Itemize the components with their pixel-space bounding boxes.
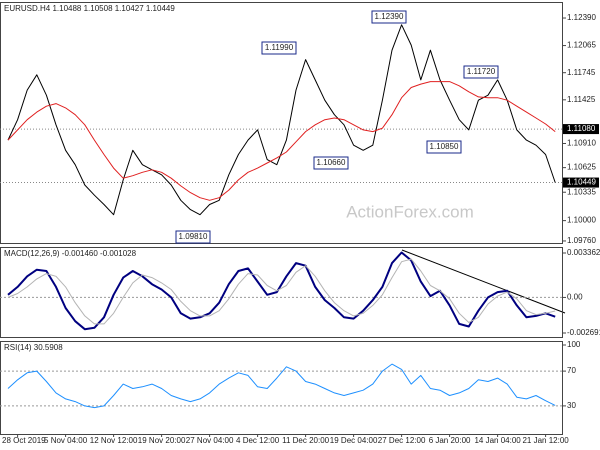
x-tick-label: 6 Jan 20:00 <box>429 436 471 445</box>
y-tick-label: 1.10910 <box>567 139 596 148</box>
price-box <box>563 177 599 188</box>
panel-title: MACD(12,26,9) -0.001460 -0.001028 <box>4 249 137 258</box>
y-tick-label: 1.11080 <box>567 124 596 133</box>
annotation: 1.11720 <box>467 67 496 76</box>
x-tick-label: 4 Dec 12:00 <box>236 436 280 445</box>
series-line <box>7 24 556 216</box>
y-tick-label: 1.10000 <box>567 216 596 225</box>
panel <box>0 247 563 338</box>
y-tick-label: 1.10625 <box>567 163 596 172</box>
panel-title: EURUSD.H4 1.10488 1.10508 1.10427 1.1044… <box>4 4 175 13</box>
annotation-box <box>313 156 349 170</box>
y-tick-label: -0.002691 <box>567 328 600 337</box>
series-line <box>7 81 556 201</box>
annotation: 1.10660 <box>317 158 346 167</box>
panel <box>0 341 563 435</box>
annotation-box <box>261 41 297 55</box>
x-tick-label: 5 Nov 04:00 <box>44 436 88 445</box>
y-tick-label: 70 <box>567 366 576 375</box>
annotation-box <box>371 10 407 24</box>
annotation-box <box>463 65 499 79</box>
annotation: 1.11990 <box>265 43 294 52</box>
trend-line <box>401 249 566 314</box>
annotation-box <box>426 140 462 154</box>
y-tick-label: 0.003362 <box>567 248 600 257</box>
annotation: 1.10850 <box>430 142 459 151</box>
x-tick-label: 14 Jan 04:00 <box>474 436 521 445</box>
y-tick-label: 1.10335 <box>567 187 596 196</box>
price-box <box>563 124 599 135</box>
y-tick-label: 1.09760 <box>567 236 596 245</box>
y-tick-label: 1.12065 <box>567 41 596 50</box>
series-line <box>7 258 556 325</box>
watermark: ActionForex.com <box>346 202 474 221</box>
x-tick-label: 27 Nov 04:00 <box>186 436 234 445</box>
annotation-box <box>175 230 211 244</box>
annotation: 1.12390 <box>375 12 404 21</box>
x-tick-label: 12 Nov 12:00 <box>90 436 138 445</box>
annotation: 1.09810 <box>179 232 208 241</box>
y-tick-label: 1.11425 <box>567 95 596 104</box>
y-tick-label: 1.10449 <box>567 178 596 187</box>
y-tick-label: 0.00 <box>567 293 583 302</box>
x-tick-label: 11 Dec 20:00 <box>282 436 330 445</box>
x-tick-label: 19 Dec 04:00 <box>330 436 378 445</box>
y-tick-label: 1.12390 <box>567 13 596 22</box>
y-tick-label: 100 <box>567 340 581 349</box>
panel <box>0 2 563 244</box>
x-tick-label: 27 Dec 12:00 <box>378 436 426 445</box>
panel-title: RSI(14) 30.5908 <box>4 343 63 352</box>
x-tick-label: 28 Oct 2019 <box>2 436 46 445</box>
series-line <box>7 363 556 409</box>
x-tick-label: 21 Jan 12:00 <box>522 436 569 445</box>
y-tick-label: 1.11745 <box>567 68 596 77</box>
series-line <box>7 251 556 331</box>
y-tick-label: 30 <box>567 401 576 410</box>
x-tick-label: 19 Nov 20:00 <box>138 436 186 445</box>
